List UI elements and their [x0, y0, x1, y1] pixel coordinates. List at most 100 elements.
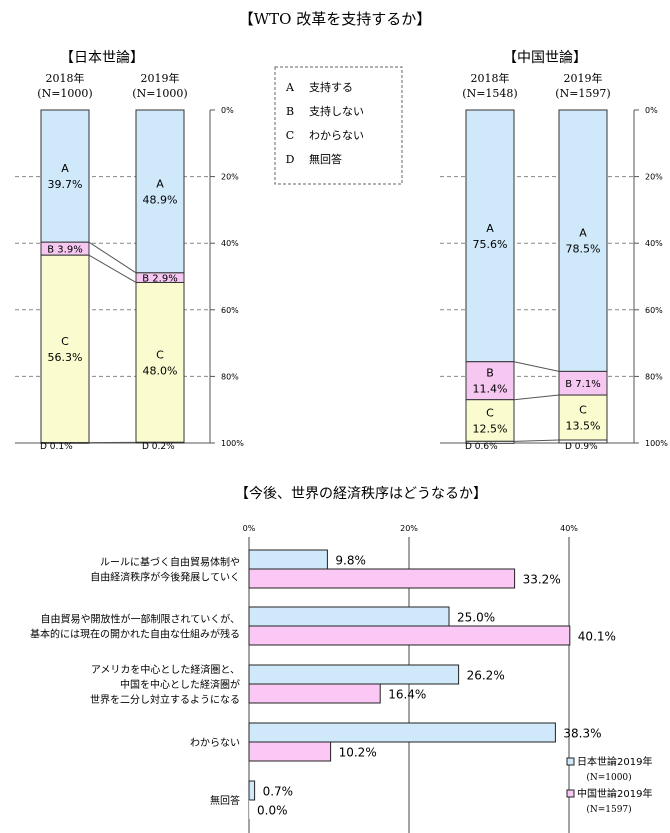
- bar-jp: [248, 722, 556, 743]
- data-label: D 0.9%: [565, 442, 598, 452]
- data-label: B 2.9%: [142, 274, 177, 285]
- y-tick-label: 60%: [645, 306, 663, 315]
- column-year: 2018年: [471, 71, 510, 85]
- legend-key-B: B: [286, 105, 294, 118]
- y-tick-label: 80%: [645, 372, 663, 381]
- column-n: (N=1548): [462, 87, 517, 100]
- bar-segment-A: [40, 109, 90, 243]
- bar-segment-D: [40, 442, 90, 444]
- legend-key-A: A: [285, 81, 295, 94]
- top-title: 【WTO 改革を支持するか】: [239, 10, 432, 28]
- legend-label-D: 無回答: [309, 152, 342, 166]
- value-label: 10.2%: [339, 746, 377, 760]
- legend-swatch-jp: [566, 757, 575, 766]
- category-label: 世界を二分し対立するようになる: [90, 693, 240, 706]
- bar-cn: [248, 568, 516, 589]
- data-label: 13.5%: [566, 419, 601, 432]
- column-n: (N=1000): [37, 87, 92, 100]
- connector-line: [513, 361, 560, 372]
- category-label: 中国を中心とした経済圏が: [120, 678, 240, 691]
- connector-line: [513, 394, 560, 401]
- column-n: (N=1000): [132, 87, 187, 100]
- legend-label-A: 支持する: [309, 80, 353, 94]
- legend-swatch-cn: [566, 789, 575, 798]
- data-label: C: [61, 335, 69, 348]
- value-label: 0.7%: [263, 785, 294, 799]
- bar-segment-C: [558, 394, 608, 441]
- value-label: 38.3%: [563, 727, 601, 741]
- connector-line: [513, 439, 560, 442]
- legend-series-n: (N=1000): [586, 772, 631, 783]
- y-tick-label: 100%: [645, 439, 668, 448]
- y-tick-label: 20%: [221, 173, 239, 182]
- data-label: 39.7%: [48, 178, 83, 191]
- column-year: 2018年: [46, 71, 85, 85]
- bar-cn: [248, 625, 571, 646]
- y-tick-label: 0%: [645, 106, 658, 115]
- data-label: A: [486, 222, 494, 235]
- bar-cn: [248, 741, 332, 762]
- bar-jp: [248, 664, 460, 685]
- data-label: C: [486, 406, 494, 419]
- category-label: 無回答: [210, 794, 240, 807]
- legend-series-name: 中国世論2019年: [577, 787, 652, 800]
- y-tick-label: 100%: [221, 439, 244, 448]
- x-tick-label: 40%: [560, 524, 578, 533]
- bar-segment-B: [465, 361, 515, 401]
- legend-series-name: 日本世論2019年: [577, 755, 652, 768]
- y-tick-label: 40%: [645, 239, 663, 248]
- data-label: 48.0%: [143, 364, 178, 377]
- bar-segment-A: [135, 109, 185, 274]
- legend-label-C: わからない: [309, 129, 364, 142]
- y-tick-label: 80%: [221, 372, 239, 381]
- bar-jp: [248, 549, 328, 570]
- bottom-title: 【今後、世界の経済秩序はどうなるか】: [235, 486, 487, 502]
- bar-segment-A: [465, 109, 515, 363]
- data-label: A: [579, 227, 587, 240]
- bar-cn: [248, 683, 381, 704]
- data-label: A: [156, 177, 164, 190]
- panel-title: 【中国世論】: [503, 50, 587, 66]
- data-label: 75.6%: [473, 238, 508, 251]
- category-label: 自由貿易や開放性が一部制限されていくが、: [41, 613, 241, 626]
- y-tick-label: 40%: [221, 239, 239, 248]
- legend-series-n: (N=1597): [586, 804, 631, 815]
- value-label: 26.2%: [467, 669, 505, 683]
- data-label: 78.5%: [566, 243, 601, 256]
- data-label: C: [156, 348, 164, 361]
- value-label: 40.1%: [578, 630, 616, 644]
- bar-segment-D: [558, 439, 608, 444]
- value-label: 9.8%: [335, 554, 366, 568]
- connector-line: [88, 241, 137, 274]
- column-n: (N=1597): [555, 87, 610, 100]
- data-label: D 0.1%: [40, 442, 73, 452]
- category-label: わからない: [190, 737, 240, 749]
- bar-segment-C: [40, 254, 90, 444]
- category-label: 基本的には現在の開かれた自由な仕組みが残る: [30, 628, 240, 641]
- y-tick-label: 0%: [221, 106, 234, 115]
- bar-segment-D: [465, 440, 515, 444]
- y-tick-label: 60%: [221, 306, 239, 315]
- data-label: 11.4%: [473, 383, 508, 396]
- x-tick-label: 0%: [243, 524, 256, 533]
- category-label: ルールに基づく自由貿易体制や: [100, 556, 240, 569]
- bar-cn: [249, 800, 250, 819]
- data-label: A: [61, 162, 69, 175]
- bar-jp: [248, 780, 256, 801]
- bar-segment-A: [558, 109, 608, 372]
- legend-key-C: C: [286, 129, 294, 142]
- column-year: 2019年: [141, 71, 180, 85]
- connector-line: [88, 254, 137, 283]
- data-label: B: [486, 367, 494, 380]
- x-tick-label: 20%: [400, 524, 418, 533]
- data-label: C: [579, 403, 587, 416]
- data-label: 48.9%: [143, 193, 178, 206]
- value-label: 33.2%: [523, 573, 561, 587]
- panel-title: 【日本世論】: [60, 50, 144, 66]
- value-label: 16.4%: [388, 688, 426, 702]
- data-label: 56.3%: [48, 351, 83, 364]
- bar-segment-C: [465, 399, 515, 442]
- value-label: 25.0%: [457, 611, 495, 625]
